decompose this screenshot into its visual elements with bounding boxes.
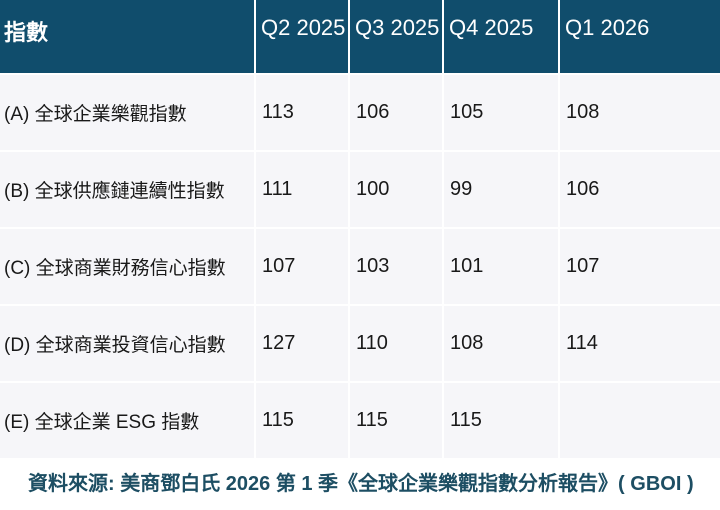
row-label-cell: (B) 全球供應鏈連續性指數 (0, 152, 254, 227)
value-cell: 107 (256, 229, 348, 304)
value-cell: 111 (256, 152, 348, 227)
value-cell: 100 (350, 152, 442, 227)
value-cell: 115 (444, 383, 558, 458)
value-cell: 115 (350, 383, 442, 458)
value-cell: 107 (560, 229, 720, 304)
value-cell: 99 (444, 152, 558, 227)
row-label-cell: (A) 全球企業樂觀指數 (0, 75, 254, 150)
value-cell: 106 (560, 152, 720, 227)
row-label-cell: (D) 全球商業投資信心指數 (0, 306, 254, 381)
header-cell-index: 指數 (0, 0, 254, 73)
value-cell: 105 (444, 75, 558, 150)
value-cell: 103 (350, 229, 442, 304)
value-cell: 114 (560, 306, 720, 381)
value-cell: 113 (256, 75, 348, 150)
row-label-cell: (C) 全球商業財務信心指數 (0, 229, 254, 304)
header-cell-quarter: Q2 2025 (256, 0, 348, 73)
value-cell: 106 (350, 75, 442, 150)
value-cell: 108 (560, 75, 720, 150)
index-table: 指數 Q2 2025 Q3 2025 Q4 2025 Q1 2026 (A) 全球企業樂觀… (0, 0, 720, 458)
row-label-cell: (E) 全球企業 ESG 指數 (0, 383, 254, 458)
value-cell: 108 (444, 306, 558, 381)
value-cell: 101 (444, 229, 558, 304)
header-cell-quarter: Q4 2025 (444, 0, 558, 73)
value-cell: 115 (256, 383, 348, 458)
header-cell-quarter: Q1 2026 (560, 0, 720, 73)
value-cell: 127 (256, 306, 348, 381)
header-cell-quarter: Q3 2025 (350, 0, 442, 73)
value-cell: 110 (350, 306, 442, 381)
value-cell (560, 383, 720, 458)
source-note: 資料來源: 美商鄧白氏 2026 第 1 季《全球企業樂觀指數分析報告》( GB… (28, 473, 694, 495)
